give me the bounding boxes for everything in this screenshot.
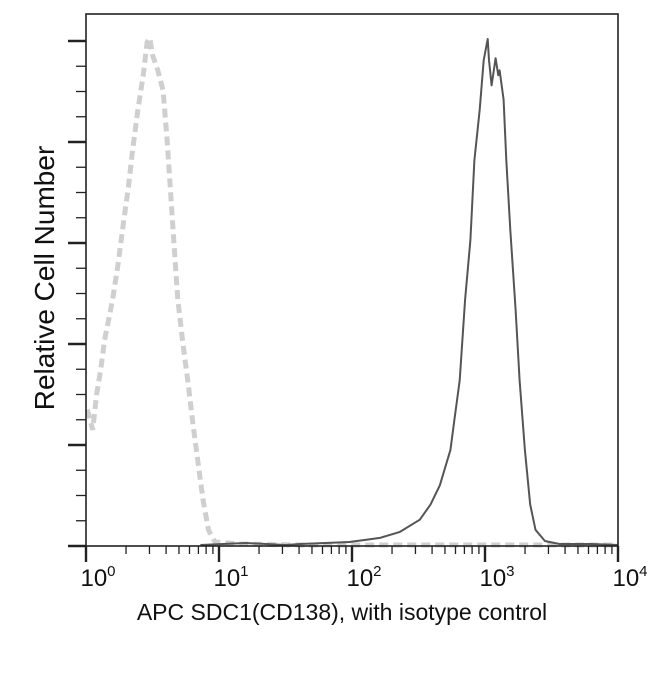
x-tick-label-base: 10 bbox=[479, 565, 506, 592]
y-axis-ticks bbox=[68, 39, 86, 548]
curves bbox=[84, 31, 619, 548]
x-tick-label-exponent: 2 bbox=[373, 563, 381, 580]
x-axis-label: APC SDC1(CD138), with isotype control bbox=[137, 599, 547, 625]
series-line-apc-sdc1 bbox=[200, 38, 619, 546]
x-tick-label: 103 bbox=[479, 563, 514, 592]
x-tick-label: 104 bbox=[612, 563, 647, 592]
x-tick-label: 101 bbox=[213, 563, 248, 592]
x-tick-label: 102 bbox=[346, 563, 381, 592]
x-tick-label: 100 bbox=[80, 563, 115, 592]
y-axis-label: Relative Cell Number bbox=[29, 146, 60, 411]
x-axis-ticks bbox=[84, 546, 620, 562]
x-tick-label-exponent: 3 bbox=[506, 563, 514, 580]
x-tick-label-exponent: 1 bbox=[240, 563, 248, 580]
x-tick-label-base: 10 bbox=[213, 565, 240, 592]
x-tick-label-exponent: 0 bbox=[107, 563, 115, 580]
series-line-isotype-control bbox=[84, 31, 618, 548]
x-tick-label-base: 10 bbox=[612, 565, 639, 592]
x-tick-label-base: 10 bbox=[80, 565, 107, 592]
x-tick-label-base: 10 bbox=[346, 565, 373, 592]
plot-frame bbox=[85, 13, 619, 547]
x-tick-label-exponent: 4 bbox=[639, 563, 647, 580]
x-tick-labels: 100 101 102 103 104 bbox=[80, 563, 647, 592]
